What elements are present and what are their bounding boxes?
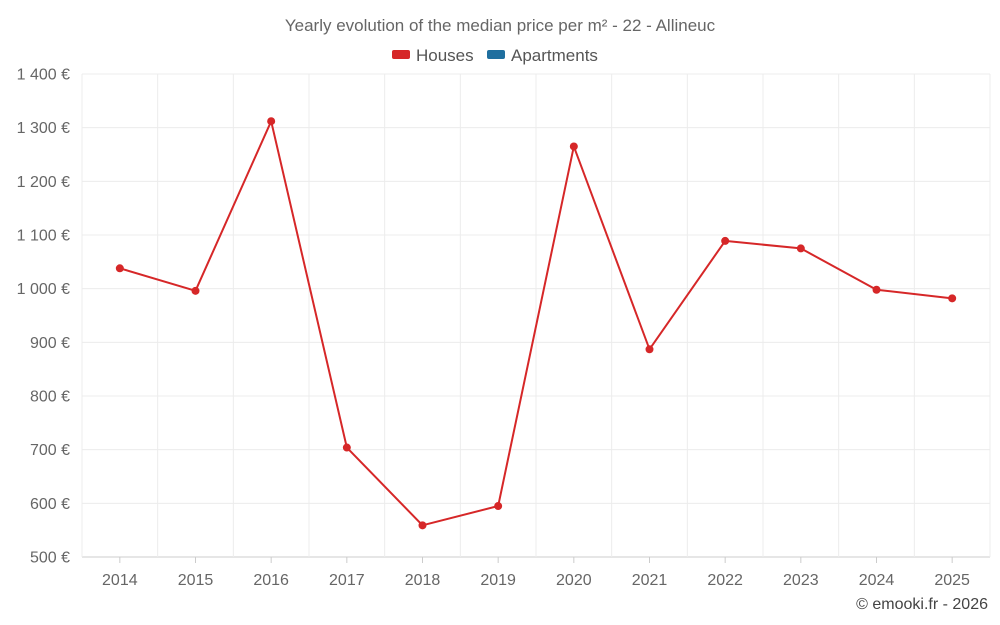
- legend-item-houses[interactable]: Houses: [392, 46, 474, 65]
- x-tick-label: 2015: [178, 572, 214, 589]
- data-point-houses: [342, 443, 351, 452]
- y-tick-label: 1 200 €: [17, 174, 70, 191]
- grid: [81, 73, 991, 558]
- x-tick-label: 2018: [405, 572, 441, 589]
- data-point-houses: [721, 236, 730, 245]
- y-tick-label: 500 €: [30, 550, 70, 567]
- data-point-houses: [418, 521, 427, 530]
- x-tick-label: 2019: [480, 572, 516, 589]
- y-axis: 500 € 600 € 700 € 800 € 900 € 1 000 € 1 100 € 1…: [17, 67, 70, 567]
- data-point-houses: [569, 142, 578, 151]
- x-tick-label: 2021: [632, 572, 668, 589]
- legend-swatch-houses: [392, 50, 410, 59]
- x-axis: 2014 2015 2016 2017 2018 2019 2020 2021 2022 2023…: [102, 557, 970, 589]
- x-tick-label: 2024: [859, 572, 895, 589]
- data-point-houses: [948, 294, 957, 303]
- y-tick-label: 800 €: [30, 389, 70, 406]
- x-tick-label: 2022: [707, 572, 743, 589]
- data-point-houses: [191, 286, 200, 295]
- data-point-houses: [115, 264, 124, 273]
- series-line-houses: [119, 120, 953, 527]
- data-point-houses: [494, 502, 503, 511]
- chart-title: Yearly evolution of the median price per…: [285, 16, 716, 35]
- y-tick-label: 1 300 €: [17, 120, 70, 137]
- x-tick-label: 2025: [934, 572, 970, 589]
- data-point-houses: [872, 285, 881, 294]
- x-tick-label: 2016: [253, 572, 289, 589]
- y-tick-label: 1 100 €: [17, 228, 70, 245]
- data-point-houses: [645, 345, 654, 354]
- y-tick-label: 1 400 €: [17, 67, 70, 84]
- legend-label-houses: Houses: [416, 46, 474, 65]
- legend-label-apartments: Apartments: [511, 46, 598, 65]
- legend-swatch-apartments: [487, 50, 505, 59]
- x-tick-label: 2020: [556, 572, 592, 589]
- data-point-houses: [267, 117, 276, 126]
- legend: Houses Apartments: [392, 46, 598, 65]
- x-tick-label: 2023: [783, 572, 819, 589]
- legend-item-apartments[interactable]: Apartments: [487, 46, 598, 65]
- data-point-houses: [796, 244, 805, 253]
- y-tick-label: 700 €: [30, 442, 70, 459]
- y-tick-label: 900 €: [30, 335, 70, 352]
- y-tick-label: 600 €: [30, 496, 70, 513]
- x-tick-label: 2017: [329, 572, 365, 589]
- credit-text: © emooki.fr - 2026: [856, 596, 988, 613]
- y-tick-label: 1 000 €: [17, 281, 70, 298]
- series: [115, 117, 957, 530]
- x-tick-label: 2014: [102, 572, 138, 589]
